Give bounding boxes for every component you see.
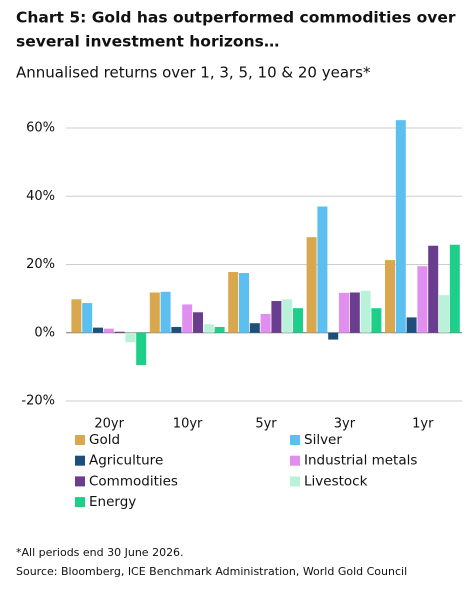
- y-tick-label: -20%: [21, 394, 55, 409]
- bar: [214, 326, 225, 333]
- bar: [293, 308, 303, 333]
- bar: [82, 303, 93, 333]
- bar: [71, 299, 82, 333]
- y-tick-label: 20%: [26, 257, 55, 272]
- legend-swatch: [75, 455, 85, 466]
- legend-label: Livestock: [304, 473, 368, 489]
- bar: [171, 326, 182, 333]
- x-tick-label: 1yr: [412, 417, 434, 432]
- bar: [203, 324, 214, 333]
- legend-label: Energy: [89, 494, 136, 510]
- bar: [360, 290, 371, 333]
- bar: [349, 292, 360, 333]
- legend-swatch: [75, 497, 85, 508]
- bar: [260, 313, 271, 333]
- bar: [428, 245, 439, 333]
- bar: [271, 301, 282, 333]
- x-tick-label: 20yr: [94, 417, 124, 432]
- legend-label: Silver: [304, 432, 342, 448]
- bar: [395, 120, 406, 333]
- bar: [328, 332, 339, 340]
- bar: [125, 332, 136, 343]
- bar: [149, 292, 160, 333]
- bar: [114, 331, 125, 333]
- legend-label: Agriculture: [89, 453, 163, 469]
- bar: [439, 295, 449, 333]
- bar: [371, 308, 382, 333]
- legend-label: Commodities: [89, 473, 178, 489]
- chart-title: Chart 5: Gold has outperformed commoditi…: [16, 9, 456, 27]
- bar: [160, 291, 171, 333]
- x-tick-label: 3yr: [334, 417, 356, 432]
- x-tick-label: 10yr: [173, 417, 203, 432]
- bar: [306, 237, 317, 333]
- bar: [385, 260, 395, 333]
- footnote: *All periods end 30 June 2026.: [16, 546, 184, 559]
- legend-swatch: [290, 435, 300, 445]
- bar: [282, 299, 293, 333]
- legend-swatch: [290, 455, 300, 466]
- y-tick-label: 40%: [26, 189, 55, 204]
- legend-swatch: [75, 435, 85, 445]
- legend-swatch: [75, 476, 85, 487]
- legend-swatch: [290, 476, 300, 487]
- x-tick-label: 5yr: [255, 417, 277, 432]
- bar: [103, 328, 114, 333]
- bar: [339, 292, 349, 333]
- bar: [228, 272, 239, 333]
- bar: [417, 266, 428, 333]
- chart-title: several investment horizons…: [16, 33, 279, 51]
- bar: [136, 332, 147, 366]
- bar: [193, 312, 203, 333]
- legend-label: Industrial metals: [304, 453, 417, 469]
- y-tick-label: 0%: [34, 325, 55, 340]
- bar: [182, 304, 193, 333]
- bar: [317, 206, 328, 333]
- y-tick-label: 60%: [26, 121, 55, 136]
- bar: [239, 273, 249, 333]
- bar: [449, 244, 460, 333]
- bar: [406, 317, 417, 333]
- chart-subtitle: Annualised returns over 1, 3, 5, 10 & 20…: [16, 64, 371, 82]
- legend-label: Gold: [89, 432, 120, 448]
- bar: [249, 323, 260, 333]
- footnote: Source: Bloomberg, ICE Benchmark Adminis…: [16, 565, 407, 578]
- bar: [93, 327, 103, 333]
